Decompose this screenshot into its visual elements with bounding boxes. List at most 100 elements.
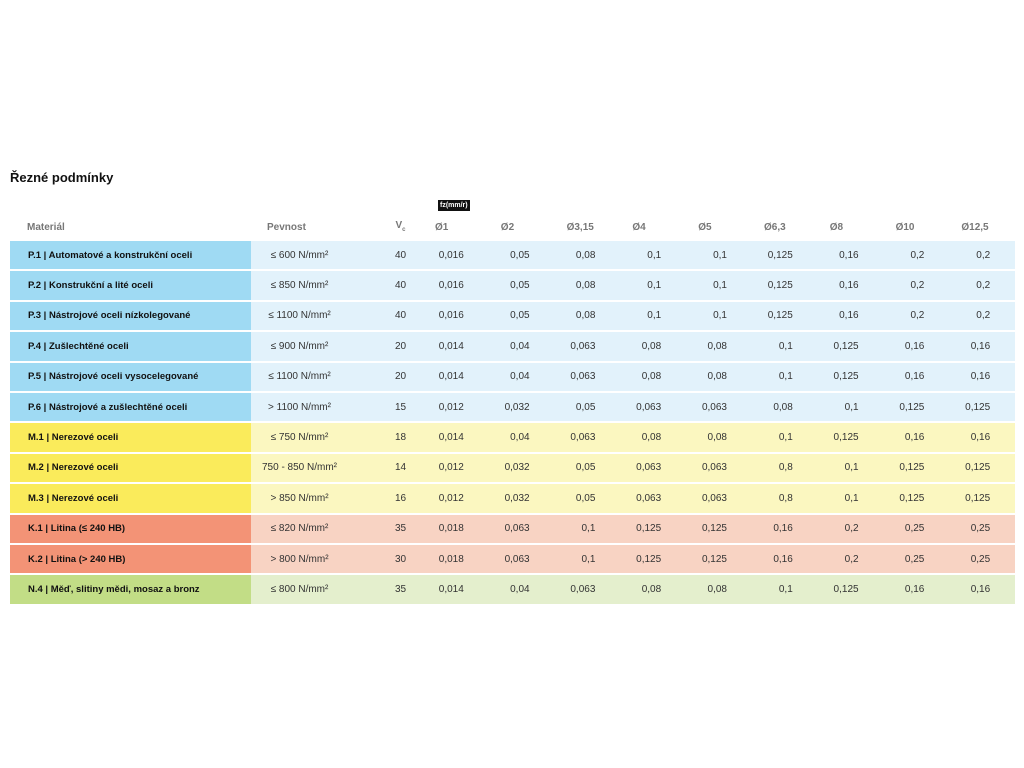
feed-cell: 0,1 — [817, 453, 884, 485]
feed-cell: 0,05 — [554, 392, 621, 424]
feed-cell: 0,032 — [488, 484, 555, 515]
feed-cell: 0,016 — [423, 271, 489, 302]
feed-cell: 0,1 — [554, 544, 621, 576]
table-row: N.4 | Měď, slitiny mědi, mosaz a bronz ≤ … — [10, 575, 1016, 606]
feed-cell: 0,125 — [751, 301, 818, 333]
feed-cell: 0,08 — [554, 301, 621, 333]
feed-cell: 0,014 — [423, 362, 489, 393]
strength-cell: ≤ 600 N/mm² — [251, 241, 378, 272]
feed-cell: 0,063 — [488, 544, 555, 576]
feed-cell: 0,1 — [751, 575, 818, 606]
vc-cell: 30 — [378, 544, 423, 576]
material-cell: M.2 | Nerezové oceli — [10, 453, 251, 485]
feed-cell: 0,16 — [883, 332, 950, 363]
feed-cell: 0,05 — [488, 271, 555, 302]
strength-cell: ≤ 1100 N/mm² — [251, 362, 378, 393]
feed-cell: 0,16 — [817, 241, 884, 272]
table-row: M.1 | Nerezové oceli ≤ 750 N/mm² 18 0,014 0,… — [10, 423, 1016, 454]
feed-cell: 0,012 — [423, 392, 489, 424]
feed-cell: 0,125 — [817, 575, 884, 606]
feed-cell: 0,125 — [686, 514, 752, 545]
feed-cell: 0,063 — [554, 423, 621, 454]
feed-cell: 0,08 — [686, 575, 752, 606]
feed-cell: 0,05 — [488, 301, 555, 333]
strength-cell: > 1100 N/mm² — [251, 392, 378, 424]
feed-cell: 0,2 — [817, 514, 884, 545]
feed-cell: 0,014 — [423, 423, 489, 454]
feed-cell: 0,125 — [949, 392, 1016, 424]
material-cell: P.1 | Automatové a konstrukční oceli — [10, 241, 251, 272]
feed-cell: 0,04 — [488, 575, 555, 606]
table-row: M.2 | Nerezové oceli 750 - 850 N/mm² 14 0,0… — [10, 453, 1016, 485]
feed-cell: 0,1 — [751, 423, 818, 454]
table-row: P.4 | Zušlechtěné oceli ≤ 900 N/mm² 20 0,01… — [10, 332, 1016, 363]
feed-cell: 0,16 — [949, 575, 1016, 606]
feed-cell: 0,04 — [488, 332, 555, 363]
feed-cell: 0,063 — [620, 453, 687, 485]
feed-cell: 0,08 — [554, 241, 621, 272]
feed-cell: 0,063 — [554, 575, 621, 606]
header-vc-symbol: V — [395, 220, 403, 231]
feed-cell: 0,04 — [488, 362, 555, 393]
feed-cell: 0,063 — [554, 362, 621, 393]
section-title: Řezné podmínky — [10, 170, 114, 185]
feed-cell: 0,25 — [883, 544, 950, 576]
table-header-row: Materiál Pevnost Vc Ø1 Ø2 Ø3,15 Ø4 Ø5 Ø6… — [10, 202, 1015, 241]
feed-cell: 0,125 — [883, 453, 950, 485]
vc-cell: 40 — [378, 241, 423, 272]
feed-cell: 0,014 — [423, 332, 489, 363]
header-diameter: Ø6,3 — [763, 222, 786, 233]
feed-cell: 0,125 — [620, 544, 687, 576]
feed-cell: 0,05 — [488, 241, 555, 272]
feed-cell: 0,016 — [423, 301, 489, 333]
table-row: P.6 | Nástrojové a zušlechtěné oceli > 11… — [10, 392, 1016, 424]
strength-cell: ≤ 850 N/mm² — [251, 271, 378, 302]
header-vc: Vc — [378, 202, 423, 241]
material-cell: N.4 | Měď, slitiny mědi, mosaz a bronz — [10, 575, 251, 606]
feed-cell: 0,8 — [751, 484, 818, 515]
feed-cell: 0,16 — [949, 362, 1016, 393]
feed-cell: 0,014 — [423, 575, 489, 606]
table-body: P.1 | Automatové a konstrukční oceli ≤ 60… — [10, 241, 1016, 606]
header-diameter: Ø3,15 — [566, 222, 594, 233]
feed-cell: 0,16 — [949, 332, 1016, 363]
material-cell: K.2 | Litina (> 240 HB) — [10, 544, 251, 576]
feed-cell: 0,1 — [620, 301, 687, 333]
vc-cell: 40 — [378, 301, 423, 333]
feed-cell: 0,125 — [883, 484, 950, 515]
feed-cell: 0,1 — [817, 392, 884, 424]
table-row: K.1 | Litina (≤ 240 HB) ≤ 820 N/mm² 35 0,01… — [10, 514, 1016, 545]
vc-cell: 35 — [378, 575, 423, 606]
header-material: Materiál — [27, 222, 65, 233]
feed-cell: 0,063 — [620, 392, 687, 424]
feed-cell: 0,16 — [949, 423, 1016, 454]
strength-cell: > 850 N/mm² — [251, 484, 378, 515]
table-row: P.5 | Nástrojové oceli vysocelegované ≤ 1… — [10, 362, 1016, 393]
feed-cell: 0,25 — [949, 514, 1016, 545]
feed-cell: 0,16 — [751, 544, 818, 576]
feed-cell: 0,1 — [686, 301, 752, 333]
feed-cell: 0,08 — [620, 423, 687, 454]
strength-cell: 750 - 850 N/mm² — [251, 453, 378, 485]
feed-cell: 0,018 — [423, 514, 489, 545]
feed-cell: 0,05 — [554, 453, 621, 485]
feed-cell: 0,063 — [620, 484, 687, 515]
feed-cell: 0,125 — [949, 453, 1016, 485]
strength-cell: ≤ 900 N/mm² — [251, 332, 378, 363]
feed-cell: 0,125 — [751, 271, 818, 302]
material-cell: M.1 | Nerezové oceli — [10, 423, 251, 454]
table-row: P.1 | Automatové a konstrukční oceli ≤ 60… — [10, 241, 1016, 272]
feed-cell: 0,2 — [883, 301, 950, 333]
feed-cell: 0,2 — [949, 301, 1016, 333]
feed-cell: 0,2 — [883, 241, 950, 272]
feed-cell: 0,08 — [554, 271, 621, 302]
header-diameter: Ø5 — [698, 222, 712, 233]
strength-cell: ≤ 1100 N/mm² — [251, 301, 378, 333]
feed-cell: 0,032 — [488, 392, 555, 424]
vc-cell: 20 — [378, 332, 423, 363]
fz-unit-label: fz(mm/r) — [438, 200, 470, 211]
feed-cell: 0,018 — [423, 544, 489, 576]
feed-cell: 0,063 — [686, 392, 752, 424]
feed-cell: 0,2 — [883, 271, 950, 302]
feed-cell: 0,16 — [883, 575, 950, 606]
